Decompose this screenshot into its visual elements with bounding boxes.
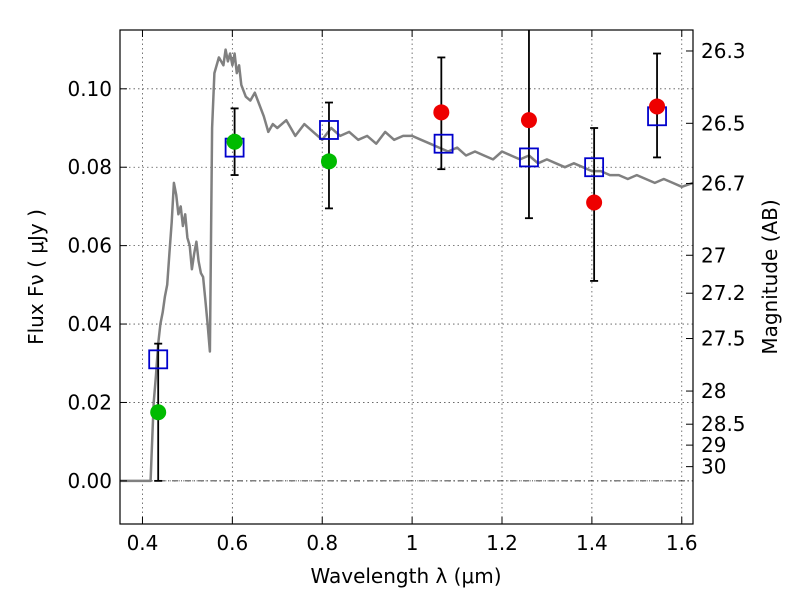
observed-point-green: [320, 153, 337, 170]
x-tick-label: 1.4: [576, 531, 608, 555]
plot-frame: [119, 29, 694, 525]
model-sed-line: [120, 48, 694, 483]
x-tick-label: 1.2: [486, 531, 518, 555]
observed-point-red: [520, 112, 537, 129]
observed-points-green: [150, 133, 337, 421]
x-tick-label: 1: [406, 531, 419, 555]
magnitude-tick-label: 26.7: [701, 171, 746, 195]
observed-point-green: [226, 133, 243, 150]
model-box-marker: [319, 120, 339, 140]
x-tick-labels: 0.4 0.6 0.8 1 1.2 1.4 1.6: [127, 531, 698, 555]
x-tick-label: 0.6: [216, 531, 248, 555]
model-box-marker: [519, 147, 539, 168]
y-tick-label: 0.10: [67, 77, 112, 101]
magnitude-tick-label: 26.5: [701, 111, 746, 135]
magnitude-tick-label: 26.3: [701, 39, 746, 63]
y-tick-labels: 0.00 0.02 0.04 0.06 0.08 0.10: [67, 77, 112, 493]
x-axis-label: Wavelength λ (μm): [310, 564, 501, 588]
magnitude-tick-label: 28.5: [701, 412, 746, 436]
model-box-marker: [584, 157, 605, 178]
observed-points-red: [433, 98, 666, 211]
magnitude-tick-label: 27.2: [701, 281, 746, 305]
magnitude-axis-label: Magnitude (AB): [758, 199, 782, 354]
y-tick-label: 0.02: [67, 390, 112, 414]
observed-point-red: [433, 104, 450, 121]
observed-point-red: [586, 194, 603, 211]
magnitude-tick-label: 30: [701, 455, 726, 479]
magnitude-tick-label: 29: [701, 433, 726, 457]
y-tick-label: 0.06: [67, 234, 112, 258]
y-tick-label: 0.08: [67, 155, 112, 179]
observed-point-green: [150, 404, 167, 421]
x-tick-label: 0.4: [127, 531, 159, 555]
magnitude-tick-label: 28: [701, 379, 726, 403]
axis-ticks: [120, 30, 693, 524]
magnitude-tick-label: 27.5: [701, 327, 746, 351]
y-tick-label: 0.04: [67, 312, 112, 336]
y-axis-label: Flux Fν ( μJy ): [24, 209, 48, 345]
x-tick-label: 0.8: [306, 531, 338, 555]
observed-point-red: [649, 98, 666, 115]
x-tick-label: 1.6: [666, 531, 698, 555]
y-tick-label: 0.00: [67, 469, 112, 493]
model-box-marker: [433, 133, 454, 154]
model-box-marker: [148, 349, 169, 370]
magnitude-tick-label: 27: [701, 243, 726, 267]
